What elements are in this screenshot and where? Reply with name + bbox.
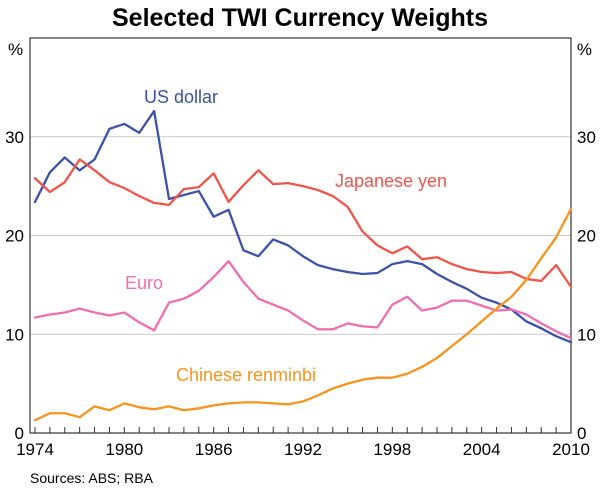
y-tick-label-left-0: 0 [15,424,24,443]
x-tick-label-1998: 1998 [373,440,411,459]
x-tick-label-1980: 1980 [105,440,143,459]
y-tick-label-right-20: 20 [577,227,596,246]
y-tick-label-right-0: 0 [577,424,586,443]
y-tick-label-left-10: 10 [5,325,24,344]
series-label-chinese-renminbi: Chinese renminbi [176,365,316,385]
series-label-us-dollar: US dollar [144,87,218,107]
y-axis-unit-right: % [576,40,592,59]
y-tick-label-right-10: 10 [577,325,596,344]
y-axis-unit-left: % [8,40,24,59]
x-tick-label-1986: 1986 [195,440,233,459]
sources-note: Sources: ABS; RBA [30,470,153,486]
x-tick-label-1974: 1974 [16,440,54,459]
y-tick-label-left-20: 20 [5,227,24,246]
series-line-euro [33,260,573,340]
series-line-us-dollar [33,109,573,344]
x-tick-label-2004: 2004 [463,440,501,459]
y-tick-label-right-30: 30 [577,128,596,147]
series-label-euro: Euro [125,273,163,293]
x-tick-label-2010: 2010 [552,440,590,459]
series-line-japanese-yen [33,158,573,289]
x-tick-label-1992: 1992 [284,440,322,459]
chart-title: Selected TWI Currency Weights [111,4,488,32]
series-line-chinese-renminbi [33,207,573,422]
plot-border [29,37,572,434]
y-tick-label-left-30: 30 [5,128,24,147]
series-label-japanese-yen: Japanese yen [335,171,447,191]
